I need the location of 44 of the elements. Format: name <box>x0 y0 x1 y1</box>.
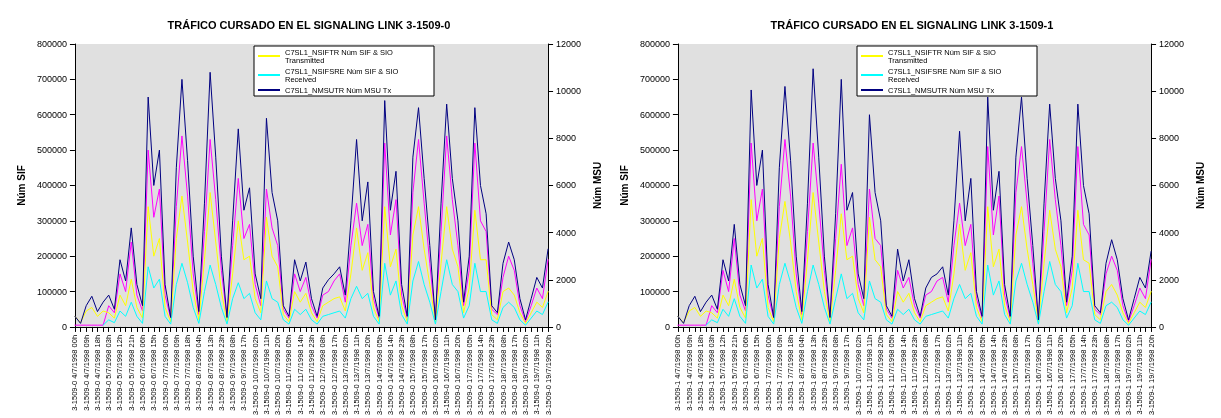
y-tick-label: 600000 <box>639 109 670 120</box>
y2-tick-label: 6000 <box>556 180 577 191</box>
y-tick-label: 600000 <box>36 109 67 120</box>
y2-tick-label: 12000 <box>1159 39 1185 49</box>
y-tick-label: 400000 <box>36 180 67 191</box>
y-tick-label: 500000 <box>36 145 67 156</box>
y-tick-label: 400000 <box>639 180 670 191</box>
y-tick-label: 200000 <box>639 251 670 262</box>
chart-title: TRÁFICO CURSADO EN EL SIGNALING LINK 3-1509-0 <box>167 18 451 31</box>
y2-tick-label: 4000 <box>556 227 577 238</box>
y-tick-label: 100000 <box>36 286 67 297</box>
y2-tick-label: 6000 <box>1159 180 1180 191</box>
y-axis-title: Núm SIF <box>15 165 27 206</box>
y-tick-label: 0 <box>664 321 670 332</box>
line-series <box>74 192 549 324</box>
line-series <box>102 259 549 326</box>
y2-axis-title: Núm MSU <box>1194 161 1206 210</box>
y-tick-label: 700000 <box>639 74 670 85</box>
y2-tick-label: 10000 <box>556 86 582 97</box>
y2-tick-label: 2000 <box>556 274 577 285</box>
y2-tick-label: 2000 <box>1159 274 1180 285</box>
line-series <box>677 68 1152 324</box>
line-series <box>677 192 1152 324</box>
y2-tick-label: 8000 <box>1159 133 1180 144</box>
y2-tick-label: 8000 <box>556 133 577 144</box>
y-tick-label: 300000 <box>36 215 67 226</box>
line-series <box>74 71 549 324</box>
y2-tick-label: 0 <box>1159 321 1165 332</box>
y-tick-label: 300000 <box>639 215 670 226</box>
y2-tick-label: 12000 <box>556 39 582 49</box>
y2-tick-label: 0 <box>556 321 562 332</box>
y-tick-label: 500000 <box>639 145 670 156</box>
line-series <box>705 261 1152 326</box>
y2-tick-label: 4000 <box>1159 227 1180 238</box>
y2-axis-title: Núm MSU <box>591 161 603 210</box>
y-tick-label: 200000 <box>36 251 67 262</box>
y2-tick-label: 10000 <box>1159 86 1185 97</box>
y-tick-label: 0 <box>61 321 67 332</box>
y-tick-label: 800000 <box>36 39 67 49</box>
chart-title: TRÁFICO CURSADO EN EL SIGNALING LINK 3-1509-1 <box>770 18 1054 31</box>
y-axis-title: Núm SIF <box>618 165 630 206</box>
y-tick-label: 800000 <box>639 39 670 49</box>
y-tick-label: 700000 <box>36 74 67 85</box>
y-tick-label: 100000 <box>639 286 670 297</box>
